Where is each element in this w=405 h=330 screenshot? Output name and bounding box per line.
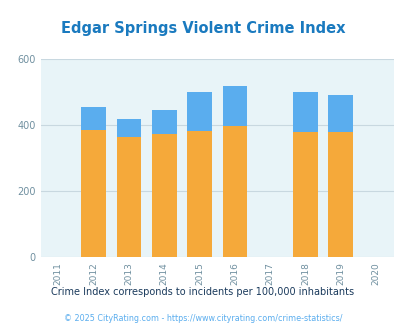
Bar xyxy=(81,130,106,257)
Bar xyxy=(187,131,211,257)
Bar xyxy=(292,92,317,257)
Bar xyxy=(187,92,211,257)
Text: © 2025 CityRating.com - https://www.cityrating.com/crime-statistics/: © 2025 CityRating.com - https://www.city… xyxy=(64,314,341,323)
Bar xyxy=(328,132,352,257)
Bar xyxy=(116,137,141,257)
Bar xyxy=(222,86,247,257)
Bar xyxy=(222,126,247,257)
Bar xyxy=(292,132,317,257)
Bar xyxy=(151,134,176,257)
Bar xyxy=(81,107,106,257)
Bar xyxy=(151,110,176,257)
Text: Crime Index corresponds to incidents per 100,000 inhabitants: Crime Index corresponds to incidents per… xyxy=(51,287,354,297)
Bar xyxy=(116,119,141,257)
Bar xyxy=(328,95,352,257)
Text: Edgar Springs Violent Crime Index: Edgar Springs Violent Crime Index xyxy=(61,21,344,36)
